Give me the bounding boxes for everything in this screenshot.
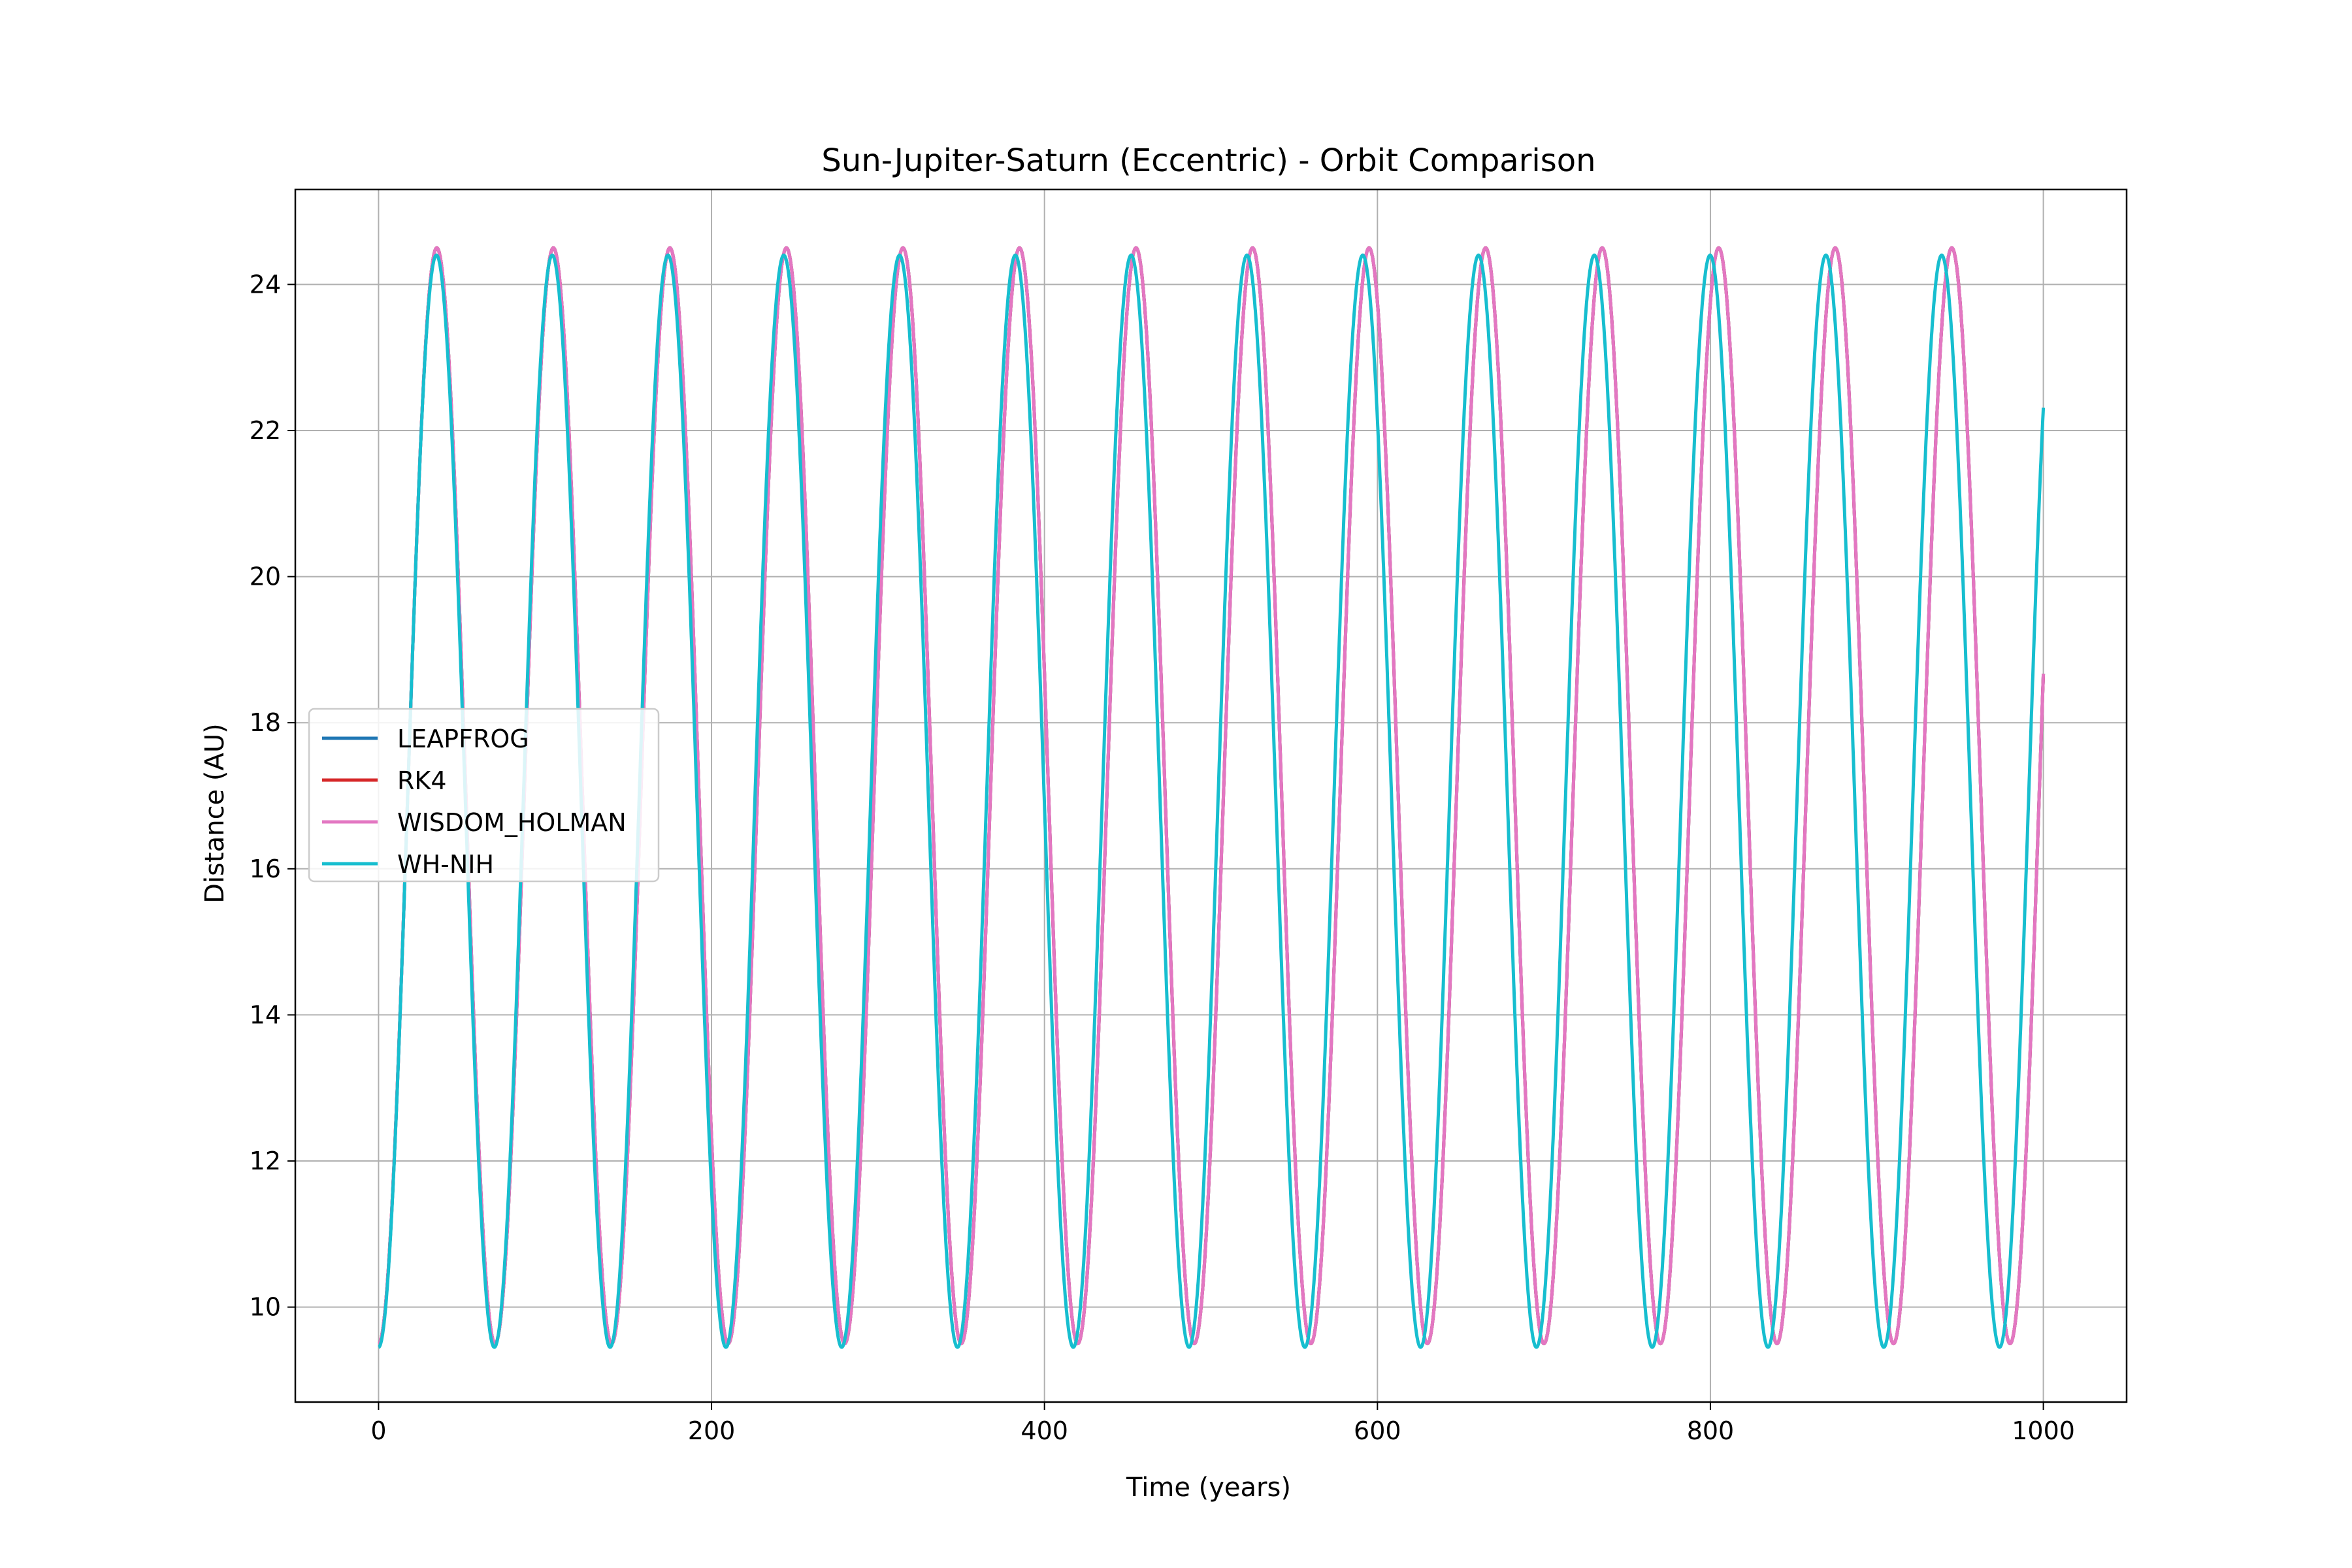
y-tick-label: 22	[250, 416, 281, 445]
y-tick-label: 14	[250, 1000, 281, 1029]
legend-label: WISDOM_HOLMAN	[397, 808, 627, 837]
y-tick-label: 10	[250, 1293, 281, 1322]
x-tick-label: 200	[688, 1416, 736, 1445]
axis-ticks: 0 200 400 600 800 1000 10 12 14 16 18 20 22 24	[250, 270, 2075, 1445]
plot-lines	[377, 246, 2046, 1349]
legend-label: WH-NIH	[397, 850, 494, 879]
y-tick-label: 12	[250, 1147, 281, 1175]
y-tick-label: 18	[250, 708, 281, 737]
y-axis-label: Distance (AU)	[200, 723, 230, 903]
y-tick-label: 24	[250, 270, 281, 299]
x-tick-label: 600	[1354, 1416, 1401, 1445]
legend: LEAPFROG RK4 WISDOM_HOLMAN WH-NIH	[308, 708, 660, 883]
x-tick-label: 0	[370, 1416, 386, 1445]
x-axis-label: Time (years)	[1126, 1473, 1291, 1503]
legend-label: RK4	[397, 766, 447, 795]
chart-title: Sun-Jupiter-Saturn (Eccentric) - Orbit C…	[821, 142, 1595, 179]
series-line-wh-nih	[377, 253, 2046, 1349]
legend-label: LEAPFROG	[397, 725, 529, 753]
x-tick-label: 1000	[2012, 1416, 2075, 1445]
plot-frame	[294, 188, 2128, 1403]
x-tick-label: 800	[1687, 1416, 1735, 1445]
legend-box	[308, 708, 660, 883]
y-tick-label: 16	[250, 855, 281, 883]
x-tick-label: 400	[1021, 1416, 1068, 1445]
y-tick-label: 20	[250, 563, 281, 591]
